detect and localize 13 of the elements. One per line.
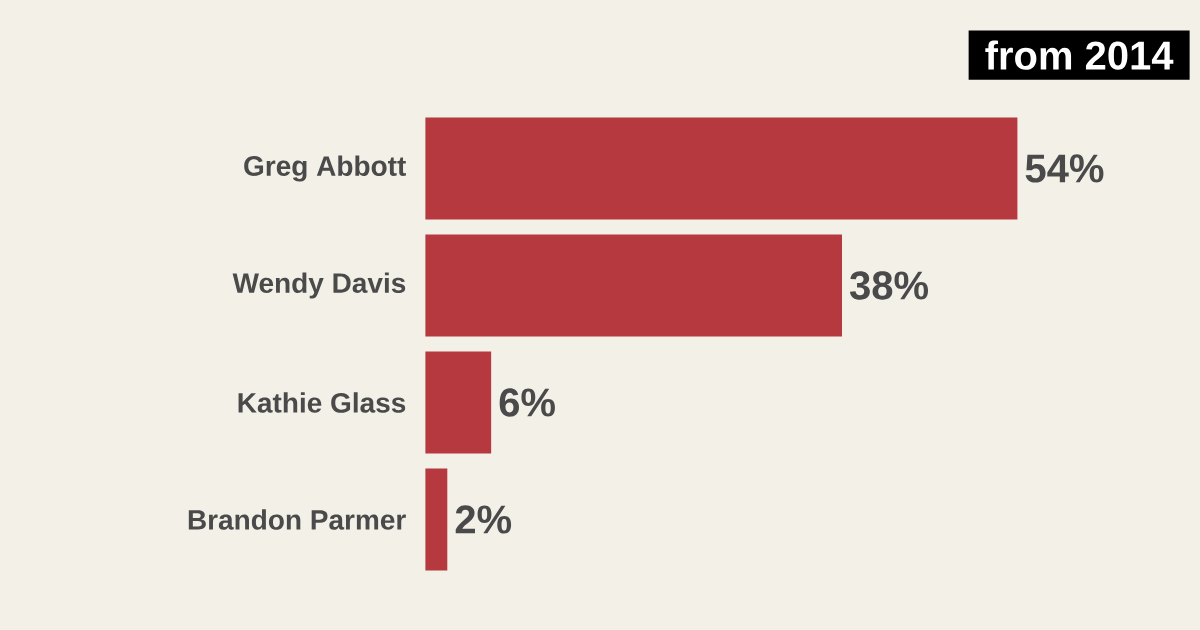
bar — [425, 468, 448, 571]
bar — [425, 117, 1018, 220]
y-tick-label: Kathie Glass — [238, 392, 406, 413]
bar — [425, 351, 492, 454]
data-label: 2% — [455, 505, 512, 534]
text: from 2014 — [985, 40, 1174, 70]
bar — [425, 234, 842, 337]
data-label: 54% — [1025, 154, 1104, 183]
data-label: 6% — [499, 388, 555, 417]
y-tick-label: Wendy Davis — [232, 272, 406, 299]
y-tick-label: Brandon Parmer — [188, 509, 406, 530]
y-tick-label: Greg Abbott — [244, 155, 406, 182]
data-label: 38% — [849, 271, 929, 300]
